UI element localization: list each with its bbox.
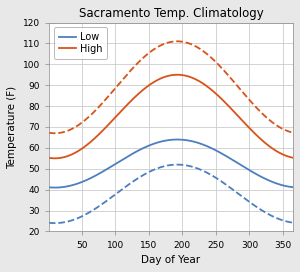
Low xyxy=(291,186,295,189)
High xyxy=(180,73,184,77)
High xyxy=(165,75,169,78)
Low xyxy=(286,185,290,188)
High xyxy=(193,78,197,81)
Low xyxy=(53,186,56,189)
Low xyxy=(165,139,169,142)
Low xyxy=(180,138,184,141)
Line: Low: Low xyxy=(49,140,293,188)
High xyxy=(248,127,252,130)
Low xyxy=(164,139,167,142)
Line: High: High xyxy=(49,75,293,158)
Title: Sacramento Temp. Climatology: Sacramento Temp. Climatology xyxy=(79,7,263,20)
Low xyxy=(47,186,51,189)
X-axis label: Day of Year: Day of Year xyxy=(141,255,200,265)
High xyxy=(164,75,167,78)
High xyxy=(286,155,290,158)
Low xyxy=(176,138,179,141)
Low xyxy=(193,140,197,144)
High xyxy=(53,157,56,160)
Low xyxy=(248,169,252,172)
High xyxy=(176,73,179,76)
Y-axis label: Temperature (F): Temperature (F) xyxy=(7,85,17,169)
High xyxy=(47,156,51,159)
High xyxy=(291,156,295,159)
Legend: Low, High: Low, High xyxy=(54,27,107,59)
